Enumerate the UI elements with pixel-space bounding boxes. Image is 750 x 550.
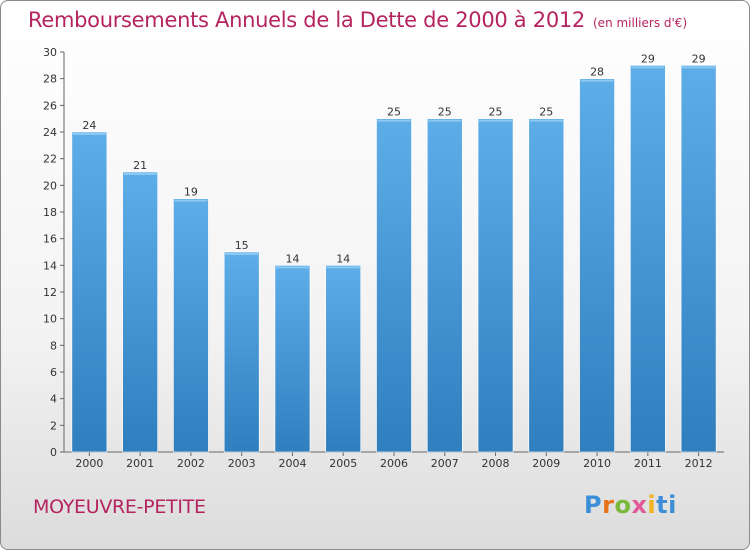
x-tick-label: 2006 <box>380 457 408 470</box>
bar-highlight <box>377 119 411 122</box>
y-tick-label: 14 <box>43 259 57 272</box>
y-tick-label: 16 <box>43 233 57 246</box>
bar-2005 <box>325 265 362 453</box>
bar-2003 <box>223 251 260 453</box>
data-label-2009: 25 <box>539 106 553 119</box>
x-tick-label: 2009 <box>532 457 560 470</box>
bar-highlight <box>682 66 716 69</box>
bar-2004 <box>274 265 311 453</box>
x-tick-label: 2007 <box>431 457 459 470</box>
logo-letter: i <box>668 491 677 519</box>
bar-2008 <box>477 118 514 453</box>
x-tick-label: 2012 <box>685 457 713 470</box>
x-tick-label: 2010 <box>583 457 611 470</box>
bar-highlight <box>631 66 665 69</box>
bar-highlight <box>326 266 360 269</box>
chart-title-text: Remboursements Annuels de la Dette de 20… <box>28 8 585 32</box>
data-label-2004: 14 <box>285 252 299 265</box>
logo-letter: x <box>631 491 648 519</box>
y-tick-label: 26 <box>43 99 57 112</box>
data-label-2001: 21 <box>133 159 147 172</box>
data-label-2003: 15 <box>235 239 249 252</box>
y-tick-label: 20 <box>43 179 57 192</box>
x-tick-label: 2011 <box>634 457 662 470</box>
chart-title: Remboursements Annuels de la Dette de 20… <box>28 8 687 32</box>
x-tick-label: 2005 <box>329 457 357 470</box>
y-tick-label: 4 <box>50 393 57 406</box>
x-tick-label: 2000 <box>75 457 103 470</box>
bar-highlight <box>174 199 208 202</box>
bar-2000 <box>71 131 108 453</box>
logo-letter: P <box>584 491 603 519</box>
bar-2002 <box>173 198 209 453</box>
y-tick-label: 8 <box>50 339 57 352</box>
data-label-2000: 24 <box>82 119 96 132</box>
logo-letter: i <box>647 491 657 519</box>
data-labels: 24 21 19 15 14 14 25 25 25 25 28 29 29 <box>82 52 705 265</box>
x-tick-label: 2004 <box>278 457 306 470</box>
data-label-2005: 14 <box>336 252 350 265</box>
bar-highlight <box>275 266 309 269</box>
bar-highlight <box>428 119 462 122</box>
logo-letter: t <box>656 491 669 519</box>
x-tick-label: 2001 <box>126 457 154 470</box>
x-tick-label: 2008 <box>482 457 510 470</box>
y-tick-label: 28 <box>43 73 57 86</box>
data-label-2008: 25 <box>489 106 503 119</box>
data-label-2007: 25 <box>438 106 452 119</box>
y-tick-label: 12 <box>43 286 57 299</box>
x-tick-label: 2003 <box>228 457 256 470</box>
bars <box>71 65 717 453</box>
bar-2011 <box>630 65 666 453</box>
y-tick-label: 22 <box>43 153 57 166</box>
bar-highlight <box>479 119 513 122</box>
y-tick-label: 30 <box>43 46 57 59</box>
bar-2007 <box>426 118 463 453</box>
y-tick-label: 10 <box>43 313 57 326</box>
bar-2012 <box>680 65 717 453</box>
bar-2009 <box>528 118 565 453</box>
x-axis: 2000 2001 2002 2003 2004 2005 2006 2007 2008 2009… <box>64 451 724 470</box>
bar-highlight <box>529 119 563 122</box>
data-label-2012: 29 <box>692 52 706 65</box>
bar-highlight <box>123 173 157 175</box>
y-tick-label: 24 <box>43 126 57 139</box>
logo-letter: r <box>602 491 615 519</box>
y-tick-label: 0 <box>50 446 57 459</box>
y-tick-label: 6 <box>50 366 57 379</box>
data-label-2006: 25 <box>387 106 401 119</box>
y-tick-label: 2 <box>50 419 57 432</box>
data-label-2011: 29 <box>641 52 655 65</box>
y-tick-label: 18 <box>43 206 57 219</box>
bar-2001 <box>122 171 158 453</box>
data-label-2002: 19 <box>184 186 198 199</box>
bar-highlight <box>580 79 614 82</box>
bar-2010 <box>579 78 615 453</box>
proxiti-logo[interactable]: Proxiti <box>584 491 677 519</box>
logo-letter: o <box>614 491 632 519</box>
chart-unit: (en milliers d'€) <box>593 16 688 30</box>
x-tick-label: 2002 <box>177 457 205 470</box>
town-name: MOYEUVRE-PETITE <box>33 496 206 518</box>
bar-highlight <box>72 133 106 135</box>
data-label-2010: 28 <box>590 66 604 79</box>
bar-2006 <box>376 118 412 453</box>
bar-highlight <box>225 253 259 255</box>
